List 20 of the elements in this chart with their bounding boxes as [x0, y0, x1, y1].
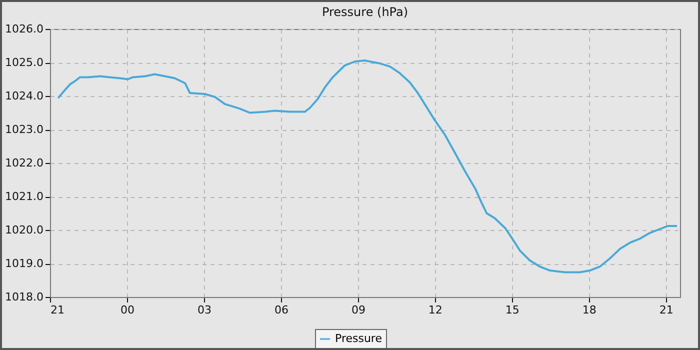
- x-tick-label: 06: [274, 304, 288, 316]
- x-tick-label: 09: [351, 304, 366, 316]
- y-tick-label: 1024.0: [5, 90, 44, 102]
- x-tick-label: 12: [428, 304, 442, 316]
- y-tick-label: 1020.0: [5, 224, 44, 236]
- y-tick-label: 1019.0: [5, 257, 44, 270]
- y-tick-label: 1021.0: [5, 190, 44, 203]
- y-tick-label: 1023.0: [5, 123, 44, 136]
- x-tick-label: 18: [582, 304, 596, 316]
- x-tick-label: 15: [505, 304, 520, 316]
- y-tick-label: 1025.0: [5, 56, 44, 69]
- y-tick-label: 1018.0: [5, 290, 44, 304]
- x-tick-label: 21: [659, 304, 674, 316]
- legend-label: Pressure: [335, 332, 382, 345]
- y-tick-label: 1026.0: [5, 22, 44, 36]
- x-tick-label: 00: [120, 304, 134, 316]
- x-tick-label: 21: [50, 304, 64, 316]
- x-tick-label: 03: [197, 304, 212, 316]
- y-tick-label: 1022.0: [5, 156, 44, 170]
- chart-title: Pressure (hPa): [322, 5, 408, 19]
